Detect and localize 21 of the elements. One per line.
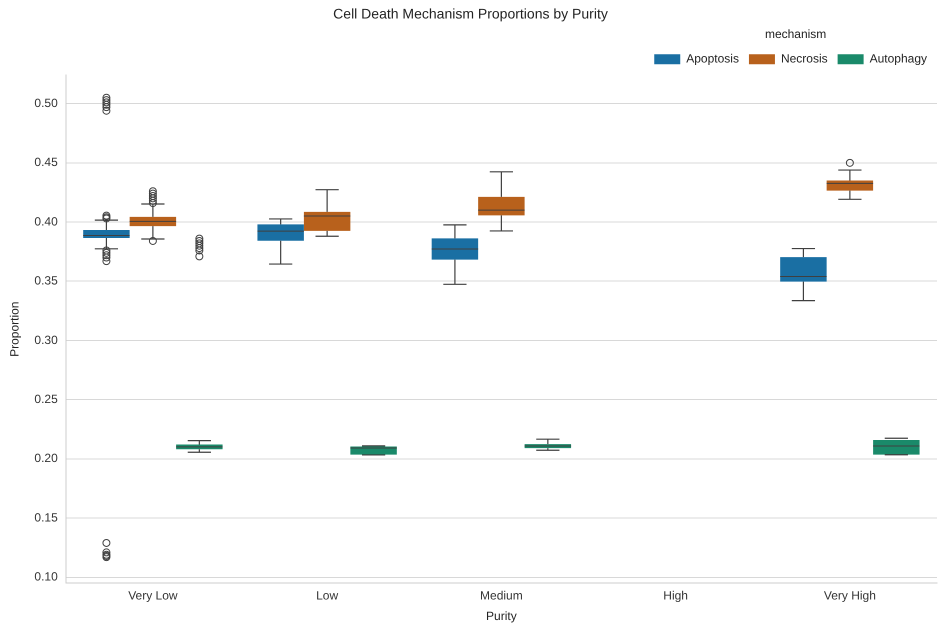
legend-label: Autophagy (870, 52, 928, 66)
y-tick-label: 0.25 (34, 392, 58, 406)
x-axis-title: Purity (486, 609, 517, 624)
x-tick-label: Medium (480, 588, 523, 603)
y-tick-label: 0.20 (34, 451, 58, 466)
x-tick-label: High (663, 588, 688, 603)
y-tick-label: 0.30 (34, 332, 58, 347)
y-tick-label: 0.35 (34, 274, 58, 288)
legend-label: Apoptosis (686, 52, 739, 66)
x-tick-label: Very High (824, 588, 876, 603)
y-tick-label: 0.10 (34, 570, 58, 584)
y-tick-label: 0.15 (34, 510, 58, 524)
chart-title: Cell Death Mechanism Proportions by Purity (333, 5, 608, 22)
legend-label: Necrosis (780, 52, 828, 66)
x-tick-label: Low (316, 588, 338, 603)
legend-title: mechanism (764, 27, 826, 42)
x-tick-label: Very Low (128, 588, 178, 603)
y-tick-label: 0.45 (34, 155, 58, 170)
y-tick-label: 0.50 (34, 96, 58, 110)
y-tick-label: 0.40 (34, 214, 58, 228)
y-axis-title: Proportion (8, 302, 22, 357)
